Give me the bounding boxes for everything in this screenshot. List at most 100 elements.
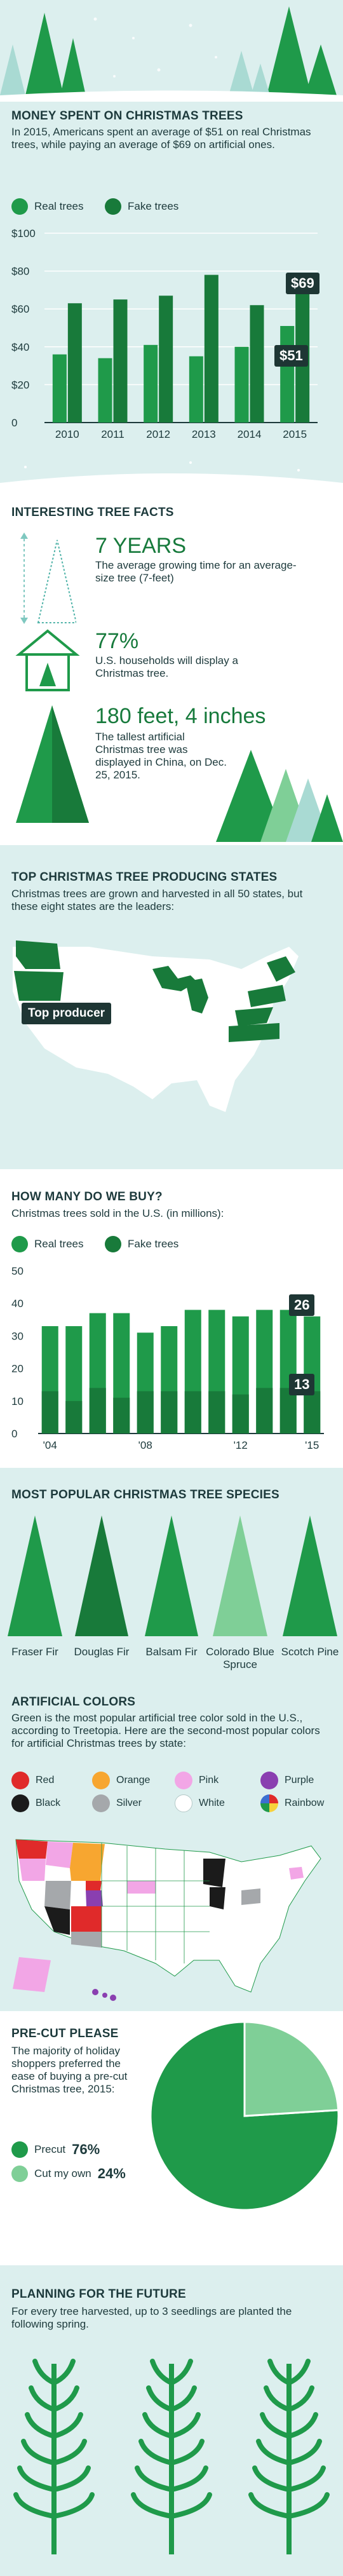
species-1: Fraser Fir: [11, 1646, 58, 1658]
fact1-text: The average growing time for an average-…: [95, 559, 297, 584]
y-tick-label: 20: [11, 1363, 24, 1375]
color-legend-item: Orange: [92, 1772, 150, 1789]
species-3: Balsam Fir: [145, 1646, 198, 1658]
x-tick-label: '12: [234, 1439, 248, 1451]
seedling-icon: [248, 2359, 330, 2554]
color-swatch: [260, 1794, 278, 1812]
howmany-chart: 0 10 20 30 40 50 '04 '08 '12 '15: [11, 1265, 324, 1451]
facts-bg-trees: [216, 750, 343, 842]
color-label: Purple: [285, 1775, 314, 1786]
y-tick-label: $20: [11, 379, 29, 391]
legend2-real-label: Real trees: [34, 1238, 84, 1250]
x-tick-label: '15: [305, 1439, 319, 1451]
fraser-fir-icon: [8, 1515, 62, 1636]
precut-legend-2: Cut my own 24%: [11, 2166, 126, 2182]
bar-fake: [65, 1400, 83, 1434]
fact1-big: 7 YEARS: [95, 534, 187, 558]
fact3-text: The tallest artificial Christmas tree wa…: [95, 731, 227, 781]
y-tick-label: 40: [11, 1298, 24, 1310]
color-label: Black: [36, 1798, 61, 1808]
states-title: TOP CHRISTMAS TREE PRODUCING STATES: [11, 871, 278, 884]
color-legend-item: Pink: [175, 1772, 219, 1789]
color-legend-item: Rainbow: [260, 1794, 324, 1812]
bar-fake: [208, 1391, 225, 1434]
pie-slice-cutown: [243, 2021, 340, 2117]
bar-fake: [232, 1394, 249, 1434]
precut-title: PRE-CUT PLEASE: [11, 2027, 119, 2040]
legend2-fake-swatch: [105, 1236, 121, 1252]
color-swatch: [11, 1794, 29, 1812]
legend2-fake-label: Fake trees: [128, 1238, 179, 1250]
precut-legend-1: Precut 76%: [11, 2141, 100, 2158]
color-swatch: [260, 1772, 278, 1789]
color-swatch: [175, 1794, 192, 1812]
x-tick-label: 2013: [192, 428, 216, 440]
y-tick-label: 0: [11, 1428, 17, 1440]
color-legend-item: Purple: [260, 1772, 314, 1789]
blue-spruce-icon: [213, 1515, 267, 1636]
species-4: Colorado Blue Spruce: [206, 1646, 274, 1671]
color-swatch: [92, 1794, 110, 1812]
legend-real-label: Real trees: [34, 200, 84, 212]
y-tick-label: 0: [11, 417, 17, 429]
y-tick-label: 50: [11, 1265, 24, 1277]
bar-fake: [256, 1388, 273, 1434]
scotch-pine-icon: [283, 1515, 337, 1636]
legend-real: Real trees: [11, 198, 83, 215]
color-label: Orange: [116, 1775, 151, 1786]
header-trees: [0, 0, 343, 102]
states-map: [13, 940, 299, 1112]
x-tick-label: 2014: [238, 428, 262, 440]
seedling-icon: [13, 2359, 95, 2554]
money-title: MONEY SPENT ON CHRISTMAS TREES: [11, 109, 243, 123]
color-legend-item: White: [175, 1794, 225, 1812]
color-swatch: [175, 1772, 192, 1789]
future-intro: For every tree harvested, up to 3 seedli…: [11, 2305, 292, 2330]
howmany-intro: Christmas trees sold in the U.S. (in mil…: [11, 1207, 224, 1219]
color-label: Red: [36, 1775, 55, 1786]
cutown-value: 24%: [97, 2166, 126, 2181]
legend2-fake: Fake trees: [105, 1236, 178, 1252]
seedlings: [13, 2359, 330, 2554]
precut-intro: The majority of holiday shoppers preferr…: [11, 2045, 128, 2095]
y-tick-label: $60: [11, 303, 29, 315]
bar-real: [189, 356, 203, 423]
growth-tree-icon: [20, 532, 76, 624]
color-label: Pink: [199, 1775, 219, 1786]
color-swatch: [11, 1772, 29, 1789]
fact3-big: 180 feet, 4 inches: [95, 704, 266, 728]
bar-fake: [279, 1388, 297, 1434]
x-tick-label: '04: [43, 1439, 57, 1451]
bar-fake: [204, 275, 219, 423]
x-tick-label: 2015: [283, 428, 307, 440]
fact2-big: 77%: [95, 629, 139, 653]
x-tick-label: 2012: [146, 428, 170, 440]
y-tick-label: 30: [11, 1330, 24, 1342]
facts-title: INTERESTING TREE FACTS: [11, 506, 174, 519]
badge-fake-2015: $69: [286, 273, 319, 294]
bar-real: [98, 358, 112, 423]
douglas-fir-icon: [75, 1515, 128, 1636]
top-producer-badge: Top producer: [22, 1003, 112, 1024]
artificial-intro: Green is the most popular artificial tre…: [11, 1712, 320, 1749]
color-legend-item: Red: [11, 1772, 54, 1789]
badge-real-2015: $51: [274, 345, 308, 367]
bar-fake: [250, 305, 264, 423]
seedling-icon: [131, 2359, 212, 2554]
money-intro: In 2015, Americans spent an average of $…: [11, 126, 311, 151]
color-legend-item: Black: [11, 1794, 60, 1812]
y-tick-label: 10: [11, 1395, 24, 1407]
color-legend-item: Silver: [92, 1794, 142, 1812]
legend-fake: Fake trees: [105, 198, 178, 215]
divider-snow: [0, 461, 343, 502]
species-5: Scotch Pine: [281, 1646, 339, 1658]
y-tick-label: $100: [11, 227, 36, 240]
precut-label: Precut: [34, 2143, 66, 2155]
y-tick-label: $80: [11, 266, 29, 278]
future-title: PLANNING FOR THE FUTURE: [11, 2288, 186, 2301]
species-2: Douglas Fir: [74, 1646, 130, 1658]
bar-fake: [41, 1391, 58, 1434]
fact2-text: U.S. households will display a Christmas…: [95, 654, 238, 679]
color-label: Rainbow: [285, 1798, 325, 1808]
x-tick-label: 2011: [101, 428, 124, 440]
